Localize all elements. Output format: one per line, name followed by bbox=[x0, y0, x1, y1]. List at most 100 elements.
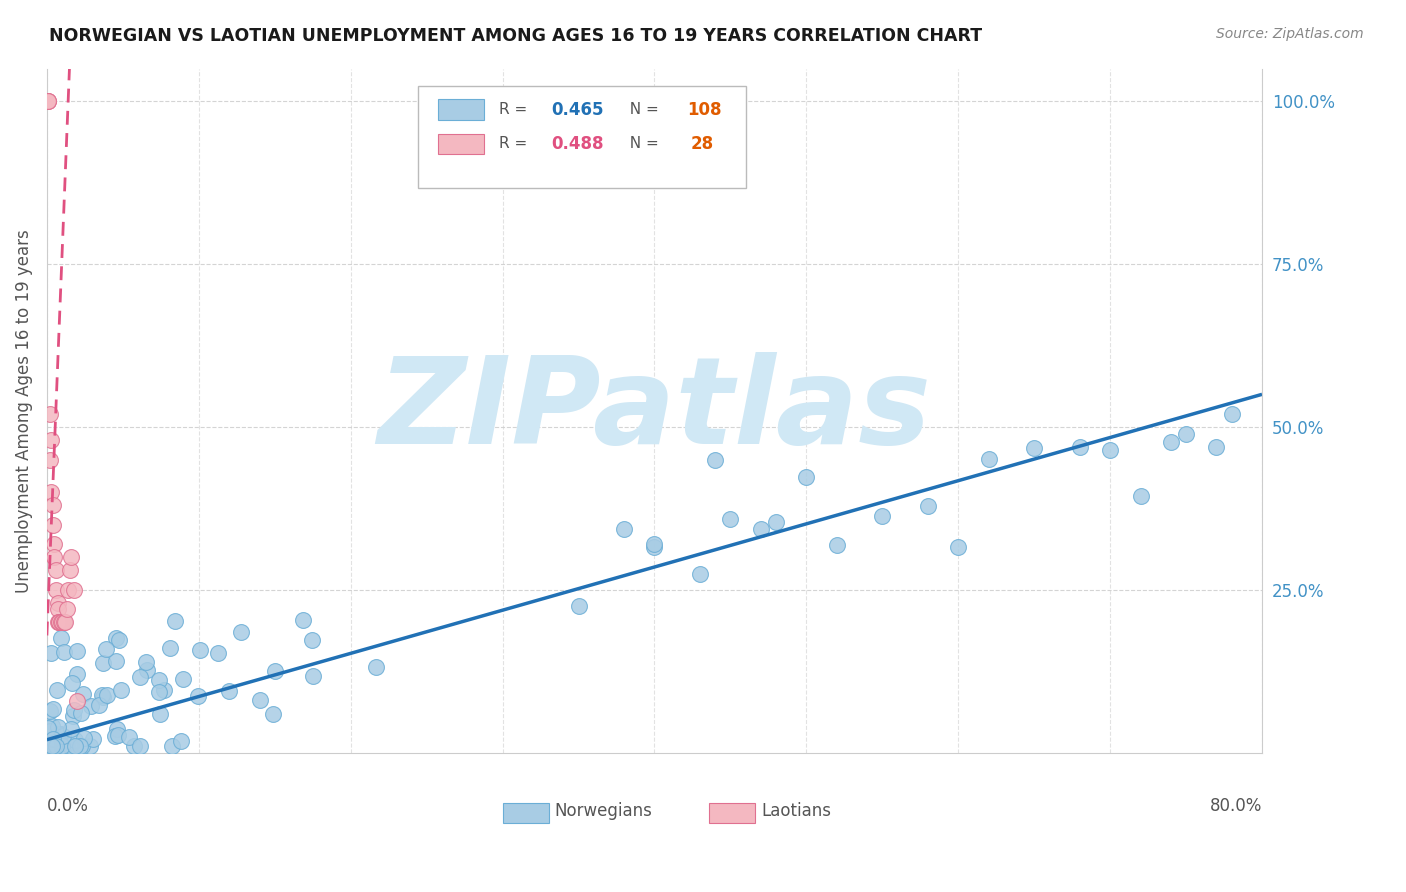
Text: R =: R = bbox=[499, 136, 531, 152]
Point bbox=[718, 511, 741, 525]
Y-axis label: Unemployment Among Ages 16 to 19 years: Unemployment Among Ages 16 to 19 years bbox=[15, 228, 32, 592]
Point bbox=[52, 615, 75, 630]
Point bbox=[37, 721, 59, 735]
Point bbox=[977, 451, 1000, 466]
Point bbox=[91, 657, 114, 671]
Point bbox=[291, 613, 314, 627]
Point bbox=[825, 538, 848, 552]
Point bbox=[187, 689, 209, 703]
Point bbox=[65, 733, 87, 747]
Point bbox=[110, 683, 132, 698]
Point bbox=[37, 94, 59, 108]
Point bbox=[135, 656, 157, 670]
Point bbox=[1099, 442, 1122, 457]
Point bbox=[82, 731, 104, 746]
Point bbox=[42, 739, 65, 754]
Point bbox=[567, 599, 589, 613]
Point bbox=[72, 687, 94, 701]
FancyBboxPatch shape bbox=[439, 134, 484, 154]
Point bbox=[364, 660, 387, 674]
Text: ZIPatlas: ZIPatlas bbox=[377, 352, 931, 469]
Point bbox=[70, 739, 93, 754]
Point bbox=[207, 646, 229, 660]
Point bbox=[188, 643, 211, 657]
Point bbox=[148, 673, 170, 687]
Point bbox=[42, 701, 65, 715]
Point bbox=[49, 727, 72, 741]
Point bbox=[1069, 440, 1091, 454]
Point bbox=[749, 522, 772, 536]
Point bbox=[301, 633, 323, 648]
Text: 0.465: 0.465 bbox=[551, 101, 603, 119]
Point bbox=[39, 704, 62, 718]
Point bbox=[1175, 427, 1198, 442]
Point bbox=[37, 94, 59, 108]
Point bbox=[39, 731, 62, 746]
Point bbox=[917, 500, 939, 514]
Point bbox=[44, 537, 66, 551]
Point bbox=[41, 647, 63, 661]
Point bbox=[302, 669, 325, 683]
Point bbox=[689, 567, 711, 582]
Point bbox=[51, 739, 73, 754]
Text: NORWEGIAN VS LAOTIAN UNEMPLOYMENT AMONG AGES 16 TO 19 YEARS CORRELATION CHART: NORWEGIAN VS LAOTIAN UNEMPLOYMENT AMONG … bbox=[49, 27, 983, 45]
Point bbox=[1160, 435, 1182, 450]
Point bbox=[46, 602, 69, 616]
Text: 80.0%: 80.0% bbox=[1209, 797, 1263, 815]
Point bbox=[52, 739, 75, 754]
Point bbox=[45, 582, 67, 597]
Point bbox=[170, 734, 193, 748]
Point bbox=[60, 676, 83, 690]
Point bbox=[44, 739, 66, 754]
Point bbox=[105, 723, 128, 737]
Point bbox=[96, 641, 118, 656]
Point bbox=[39, 452, 62, 467]
Point bbox=[93, 690, 115, 704]
Point bbox=[52, 645, 75, 659]
Text: R =: R = bbox=[499, 102, 531, 117]
Point bbox=[229, 624, 252, 639]
Point bbox=[48, 615, 70, 630]
Point bbox=[643, 541, 665, 555]
Point bbox=[39, 407, 62, 421]
Text: 28: 28 bbox=[690, 135, 714, 153]
Point bbox=[42, 517, 65, 532]
Point bbox=[59, 739, 82, 754]
Point bbox=[264, 664, 287, 678]
Point bbox=[1220, 407, 1243, 421]
Point bbox=[87, 698, 110, 712]
Point bbox=[53, 739, 76, 754]
Point bbox=[62, 709, 84, 723]
Point bbox=[48, 615, 70, 630]
Point bbox=[37, 94, 59, 108]
Point bbox=[162, 739, 184, 754]
Text: Norwegians: Norwegians bbox=[555, 802, 652, 820]
FancyBboxPatch shape bbox=[709, 803, 755, 823]
Point bbox=[69, 739, 91, 754]
Point bbox=[59, 722, 82, 736]
Point bbox=[60, 550, 83, 565]
Text: N =: N = bbox=[620, 136, 669, 152]
Point bbox=[129, 739, 152, 754]
Text: 108: 108 bbox=[688, 101, 721, 119]
Point bbox=[42, 498, 65, 512]
Point bbox=[1024, 441, 1046, 455]
FancyBboxPatch shape bbox=[502, 803, 548, 823]
Point bbox=[48, 720, 70, 734]
Point bbox=[52, 729, 75, 743]
Point bbox=[165, 614, 187, 628]
Point bbox=[63, 739, 86, 754]
Point bbox=[124, 739, 146, 754]
Point bbox=[42, 731, 65, 746]
Text: Laotians: Laotians bbox=[762, 802, 831, 820]
Text: N =: N = bbox=[620, 102, 664, 117]
Point bbox=[46, 727, 69, 741]
Point bbox=[55, 602, 77, 616]
Point bbox=[45, 739, 67, 754]
Point bbox=[66, 667, 89, 681]
Point bbox=[148, 685, 170, 699]
Point bbox=[62, 739, 84, 754]
Point bbox=[51, 615, 73, 630]
Point bbox=[51, 739, 73, 754]
Point bbox=[45, 683, 67, 698]
